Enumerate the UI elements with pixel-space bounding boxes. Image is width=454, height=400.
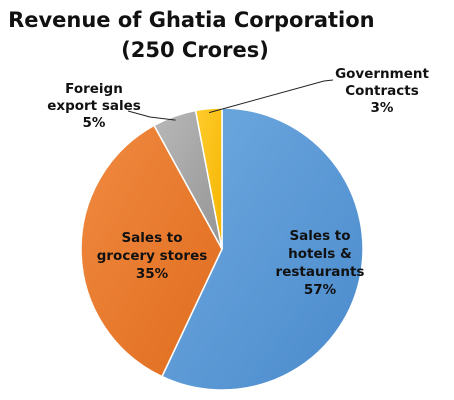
- chart-title-line-1: Revenue of Ghatia Corporation: [8, 8, 375, 32]
- slice-label-line: 3%: [371, 100, 394, 116]
- slice-label-line: Sales to: [121, 230, 182, 246]
- slice-labels: Sales to hotels & restaurants 57% Sales to gr…: [47, 66, 429, 298]
- chart-title-line-2: (250 Crores): [121, 38, 269, 62]
- slice-label-line: export sales: [47, 98, 141, 114]
- slice-label-line: Foreign: [65, 81, 123, 97]
- slice-label-line: Contracts: [345, 83, 419, 99]
- slice-label-line: Government: [335, 66, 429, 82]
- pie-slice-sales-to-grocery-stores: [80, 124, 223, 378]
- pie-slices: [80, 107, 364, 391]
- slice-label-line: 35%: [136, 266, 169, 282]
- slice-label-sales-to-grocery-stores: Sales to grocery stores 35%: [97, 230, 208, 282]
- slice-label-foreign-export-sales: Foreign export sales 5%: [47, 81, 141, 131]
- chart-title: Revenue of Ghatia Corporation (250 Crore…: [8, 8, 382, 62]
- slice-label-line: restaurants: [276, 264, 365, 280]
- slice-label-government-contracts: Government Contracts 3%: [335, 66, 429, 116]
- slice-label-line: 57%: [304, 282, 337, 298]
- pie-slice-government-contracts: [194, 107, 223, 250]
- slice-label-line: hotels &: [288, 246, 352, 262]
- leader-lines: [127, 79, 334, 121]
- slice-label-line: 5%: [83, 115, 106, 131]
- slice-label-sales-to-hotels-and-restaurants: Sales to hotels & restaurants 57%: [276, 228, 365, 298]
- pie-slice-sales-to-hotels-and-restaurants: [160, 107, 364, 391]
- leader-line-government-contracts: [208, 79, 334, 114]
- leader-line-foreign-export-sales: [127, 110, 176, 121]
- slice-label-line: grocery stores: [97, 248, 208, 264]
- slice-label-line: Sales to: [289, 228, 350, 244]
